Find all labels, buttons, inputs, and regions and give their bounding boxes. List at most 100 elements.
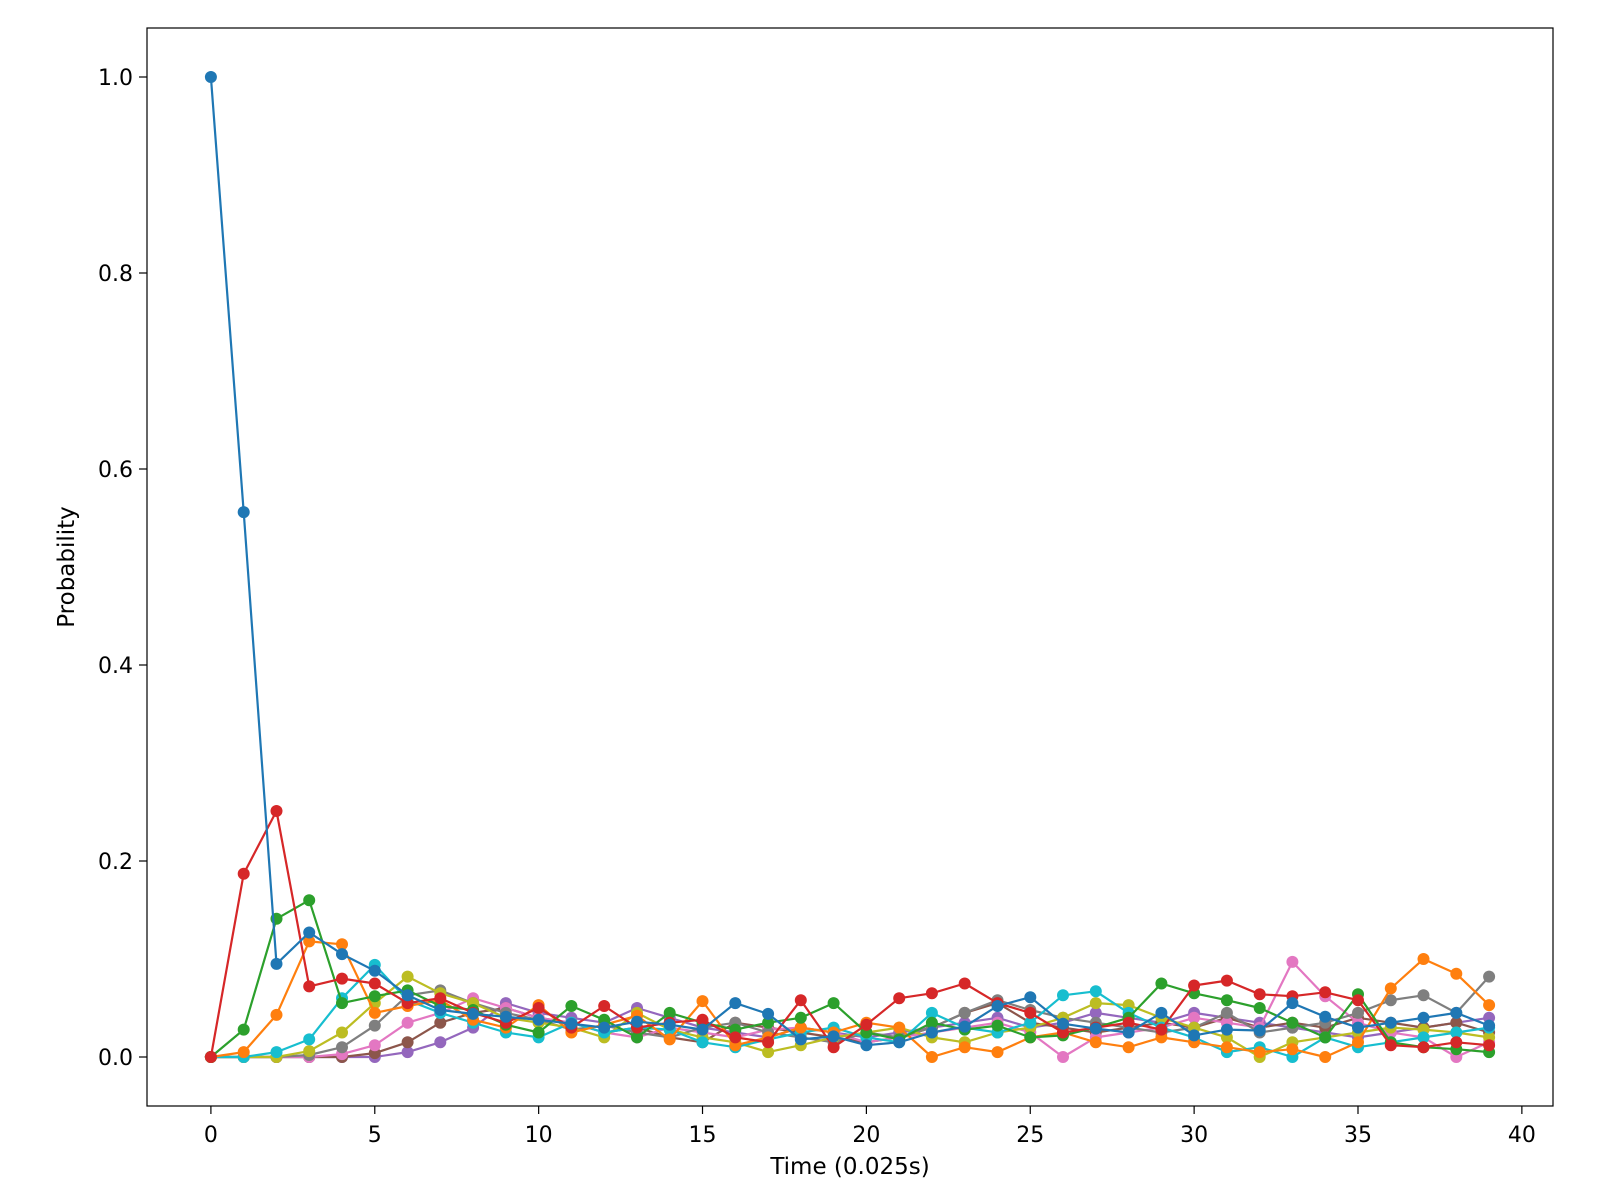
series-0-point (532, 1013, 545, 1026)
x-tick-label: 30 (1180, 1123, 1208, 1148)
series-6-point (1417, 989, 1430, 1002)
x-tick-label: 20 (852, 1123, 880, 1148)
series-8-point (401, 1036, 414, 1049)
y-tick-label: 0.4 (98, 654, 133, 679)
series-1-point (1155, 1023, 1168, 1036)
series-7-point (1286, 955, 1299, 968)
series-3-point (958, 1041, 971, 1054)
series-1-point (1188, 979, 1201, 992)
series-4-point (270, 1046, 283, 1059)
series-1-point (368, 977, 381, 990)
series-5-point (1089, 997, 1102, 1010)
series-1-point (696, 1013, 709, 1026)
series-2-point (368, 990, 381, 1003)
x-tick-label: 25 (1016, 1123, 1044, 1148)
series-5-point (762, 1046, 775, 1059)
series-0-point (1155, 1006, 1168, 1019)
series-0-point (467, 1007, 480, 1020)
series-0 (204, 71, 1496, 1052)
series-4-point (1057, 989, 1069, 1002)
series-2-point (1024, 1031, 1037, 1044)
series-3-point (1483, 999, 1496, 1012)
series-7-point (401, 1016, 414, 1029)
series-7-point (368, 1039, 381, 1052)
series-0-point (1417, 1011, 1430, 1024)
series-4-point (1450, 1026, 1463, 1039)
series-0-point (204, 71, 217, 83)
series-0-point (631, 1015, 643, 1028)
series-0-point (925, 1026, 938, 1039)
series-0-point (1286, 997, 1299, 1010)
series-4-point (1417, 1031, 1430, 1044)
series-5-point (336, 1026, 348, 1039)
series-4-line (210, 963, 1490, 1059)
series-1-point (1024, 1006, 1037, 1019)
series-3-point (1089, 1036, 1102, 1049)
series-4-point (696, 1036, 709, 1049)
x-tick-label: 40 (1508, 1123, 1536, 1148)
series-0-point (1089, 1022, 1102, 1035)
series-9-point (401, 1046, 414, 1059)
series-2-point (1253, 1002, 1266, 1014)
series-1-point (532, 1002, 545, 1014)
x-tick-label: 35 (1344, 1123, 1372, 1148)
series-3-point (1384, 982, 1397, 995)
series-1-point (1352, 994, 1364, 1007)
series-0-point (1352, 1021, 1364, 1034)
series-0-point (303, 926, 316, 939)
series-0-point (991, 1000, 1004, 1012)
y-tick-label: 0.2 (98, 850, 133, 875)
series-0-point (434, 1004, 447, 1016)
series-4-point (303, 1033, 316, 1046)
series-3-point (1220, 1041, 1233, 1054)
series-2-point (1286, 1016, 1299, 1029)
series-1-point (336, 972, 348, 985)
series-1-point (598, 1000, 611, 1012)
series-3-point (925, 1051, 938, 1063)
series-4-point (925, 1006, 938, 1019)
series-0-point (1220, 1023, 1233, 1036)
series-2-point (1220, 994, 1233, 1007)
series-7-point (1057, 1051, 1069, 1063)
series-1-point (1483, 1039, 1496, 1052)
series-1-point (1417, 1041, 1430, 1054)
series-0-point (827, 1030, 840, 1043)
series-0-point (565, 1017, 578, 1030)
plot-area (147, 28, 1553, 1106)
series-2-point (532, 1026, 545, 1039)
series-3-point (368, 1006, 381, 1019)
series-2-line (210, 899, 1490, 1058)
series-8-point (1450, 1016, 1463, 1029)
series-1-point (1220, 974, 1233, 987)
series-1-point (1122, 1016, 1135, 1029)
series-1-point (1319, 986, 1332, 999)
series-6-point (336, 1041, 348, 1054)
series-0-point (1188, 1029, 1201, 1042)
series-0-point (598, 1021, 611, 1034)
series-0-point (729, 997, 742, 1010)
series-6-point (1384, 994, 1397, 1007)
series-9-point (1089, 1006, 1102, 1019)
series-0-point (237, 506, 250, 519)
series-0-line (209, 76, 1490, 1047)
series-1-point (860, 1018, 873, 1031)
y-axis-label: Probability (54, 506, 80, 628)
series-3-point (336, 938, 348, 951)
series-1-point (1057, 1026, 1069, 1039)
series-3-point (991, 1046, 1004, 1059)
series-1-point (925, 987, 938, 1000)
series-9-point (434, 1036, 447, 1049)
series-7-point (1188, 1011, 1201, 1024)
series-3-point (893, 1021, 906, 1034)
series-0-point (1483, 1019, 1496, 1032)
series-1-point (1450, 1036, 1463, 1049)
series-2-point (925, 1016, 938, 1029)
series-0-point (762, 1007, 775, 1020)
series-6-point (1483, 970, 1496, 983)
series-4-point (1024, 1016, 1037, 1029)
series-3-point (1122, 1041, 1135, 1054)
series-0-point (1384, 1016, 1397, 1029)
series-1-point (1253, 988, 1266, 1001)
series-0-point (1122, 1026, 1135, 1039)
